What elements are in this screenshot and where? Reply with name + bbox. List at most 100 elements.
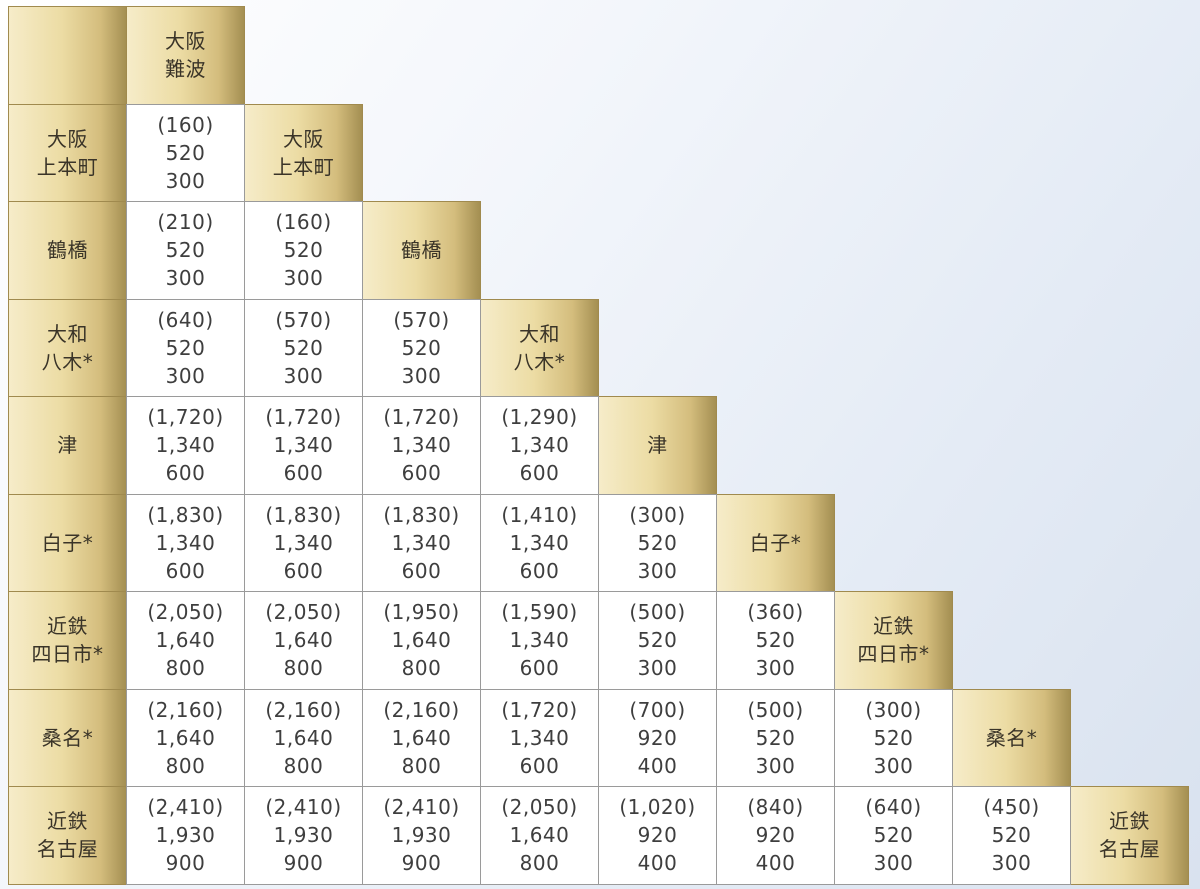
fare-child: 300 bbox=[401, 363, 442, 388]
fare-cell: (1,020) 920 400 bbox=[598, 786, 717, 885]
row-station-label: 大阪 上本町 bbox=[8, 103, 127, 202]
fare-cell: (300) 520 300 bbox=[834, 688, 953, 787]
fare-child: 600 bbox=[519, 558, 560, 583]
fare-special-express: (640) bbox=[157, 307, 214, 332]
station-name-line: 大阪 bbox=[47, 126, 88, 151]
fare-cell: (2,050) 1,640 800 bbox=[126, 591, 245, 690]
fare-special-express: (1,290) bbox=[501, 405, 578, 430]
fare-adult: 1,640 bbox=[155, 725, 216, 750]
fare-cell: (160) 520 300 bbox=[244, 201, 363, 300]
fare-child: 300 bbox=[637, 656, 678, 681]
fare-adult: 520 bbox=[165, 335, 206, 360]
fare-cell: (500) 520 300 bbox=[716, 688, 835, 787]
fare-adult: 1,340 bbox=[273, 530, 334, 555]
fare-cell: (1,720) 1,340 600 bbox=[362, 396, 481, 495]
fare-child: 600 bbox=[283, 461, 324, 486]
fare-adult: 520 bbox=[283, 335, 324, 360]
fare-child: 800 bbox=[401, 753, 442, 778]
fare-cell: (1,590) 1,340 600 bbox=[480, 591, 599, 690]
fare-cell: (1,720) 1,340 600 bbox=[244, 396, 363, 495]
fare-special-express: (1,830) bbox=[383, 502, 460, 527]
row-station-label: 大和八木* bbox=[8, 298, 127, 397]
fare-cell: (2,160) 1,640 800 bbox=[362, 688, 481, 787]
station-name-line: 津 bbox=[647, 433, 668, 458]
fare-child: 300 bbox=[755, 656, 796, 681]
fare-adult: 520 bbox=[165, 238, 206, 263]
fare-adult: 1,340 bbox=[155, 433, 216, 458]
fare-child: 300 bbox=[283, 363, 324, 388]
fare-special-express: (210) bbox=[157, 210, 214, 235]
station-name-line: 白子* bbox=[41, 530, 94, 555]
fare-child: 300 bbox=[873, 851, 914, 876]
station-header: 津 bbox=[598, 396, 717, 495]
row-station-label: 津 bbox=[8, 396, 127, 495]
fare-special-express: (1,720) bbox=[265, 405, 342, 430]
fare-child: 600 bbox=[401, 558, 442, 583]
fare-child: 400 bbox=[637, 851, 678, 876]
station-header: 大和八木* bbox=[480, 298, 599, 397]
fare-cell: (2,160) 1,640 800 bbox=[126, 688, 245, 787]
fare-child: 300 bbox=[991, 851, 1032, 876]
station-name-line: 鶴橋 bbox=[401, 238, 442, 263]
station-name-line: 津 bbox=[57, 433, 78, 458]
station-header: 近鉄 四日市* bbox=[834, 591, 953, 690]
fare-adult: 1,930 bbox=[391, 823, 452, 848]
fare-cell: (570) 520 300 bbox=[362, 298, 481, 397]
fare-adult: 520 bbox=[873, 823, 914, 848]
fare-special-express: (570) bbox=[275, 307, 332, 332]
row-station-label: 近鉄 四日市* bbox=[8, 591, 127, 690]
fare-special-express: (2,410) bbox=[383, 795, 460, 820]
fare-child: 800 bbox=[165, 656, 206, 681]
station-name-line: 八木* bbox=[41, 349, 94, 374]
station-name-line: 大和 bbox=[47, 321, 88, 346]
fare-special-express: (2,160) bbox=[265, 697, 342, 722]
fare-special-express: (300) bbox=[629, 502, 686, 527]
fare-adult: 1,340 bbox=[509, 530, 570, 555]
fare-special-express: (450) bbox=[983, 795, 1040, 820]
fare-child: 600 bbox=[165, 558, 206, 583]
fare-child: 400 bbox=[755, 851, 796, 876]
station-name-line: 上本町 bbox=[36, 154, 99, 179]
fare-child: 600 bbox=[165, 461, 206, 486]
fare-child: 600 bbox=[519, 753, 560, 778]
station-name-line: 八木* bbox=[513, 349, 566, 374]
fare-adult: 1,640 bbox=[155, 628, 216, 653]
fare-cell: (300) 520 300 bbox=[598, 493, 717, 592]
fare-adult: 1,340 bbox=[155, 530, 216, 555]
fare-child: 600 bbox=[401, 461, 442, 486]
fare-child: 300 bbox=[637, 558, 678, 583]
fare-child: 900 bbox=[401, 851, 442, 876]
station-name-line: 上本町 bbox=[272, 154, 335, 179]
fare-child: 800 bbox=[519, 851, 560, 876]
fare-adult: 920 bbox=[755, 823, 796, 848]
fare-child: 300 bbox=[165, 266, 206, 291]
fare-special-express: (1,830) bbox=[147, 502, 224, 527]
station-header: 鶴橋 bbox=[362, 201, 481, 300]
station-header: 大阪 難波 bbox=[126, 6, 245, 105]
station-name-line: 四日市* bbox=[31, 642, 104, 667]
fare-adult: 1,340 bbox=[273, 433, 334, 458]
fare-adult: 1,340 bbox=[391, 433, 452, 458]
fare-child: 300 bbox=[165, 168, 206, 193]
station-name-line: 大阪 bbox=[283, 126, 324, 151]
station-header: 桑名* bbox=[952, 688, 1071, 787]
fare-cell: (1,830) 1,340 600 bbox=[244, 493, 363, 592]
fare-child: 800 bbox=[401, 656, 442, 681]
station-name-line: 桑名* bbox=[985, 725, 1038, 750]
fare-cell: (700) 920 400 bbox=[598, 688, 717, 787]
fare-special-express: (1,950) bbox=[383, 600, 460, 625]
station-name-line: 白子* bbox=[749, 530, 802, 555]
row-station-label: 白子* bbox=[8, 493, 127, 592]
station-name-line: 大阪 bbox=[165, 29, 206, 54]
fare-adult: 1,640 bbox=[509, 823, 570, 848]
fare-adult: 1,930 bbox=[273, 823, 334, 848]
fare-adult: 1,340 bbox=[391, 530, 452, 555]
fare-cell: (2,410) 1,930 900 bbox=[362, 786, 481, 885]
fare-cell: (2,410) 1,930 900 bbox=[126, 786, 245, 885]
fare-special-express: (1,720) bbox=[147, 405, 224, 430]
station-name-line: 大和 bbox=[519, 321, 560, 346]
fare-adult: 520 bbox=[755, 725, 796, 750]
fare-special-express: (1,020) bbox=[619, 795, 696, 820]
fare-adult: 1,640 bbox=[273, 628, 334, 653]
